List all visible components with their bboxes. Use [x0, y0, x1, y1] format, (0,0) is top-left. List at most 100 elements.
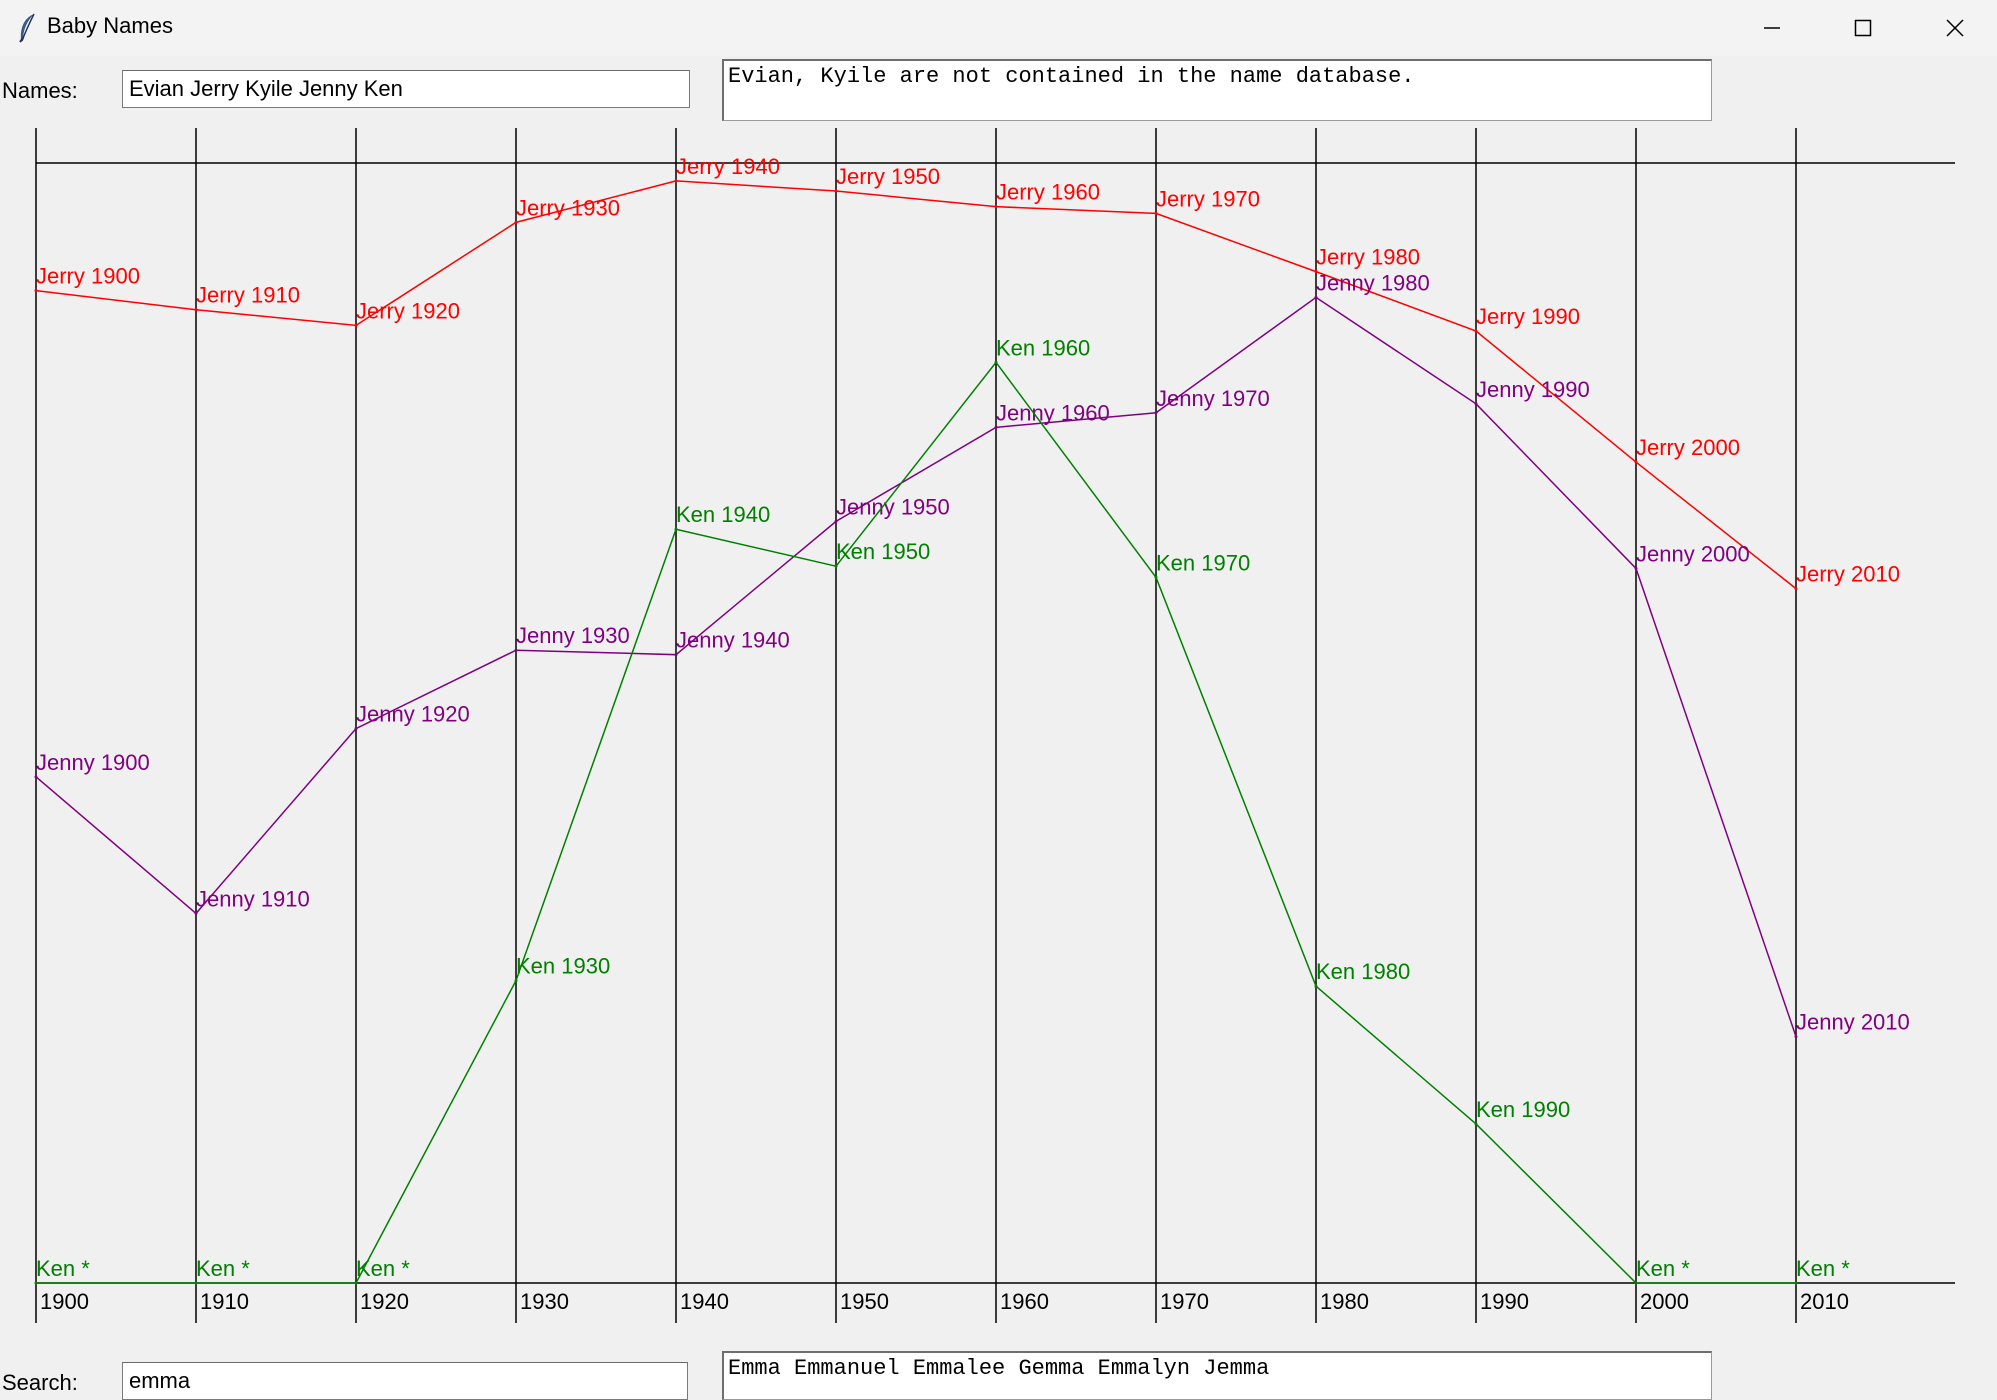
- data-label-jenny: Jenny 1950: [836, 494, 950, 519]
- data-point-ken: [1314, 984, 1318, 988]
- data-point-jerry: [1634, 460, 1638, 464]
- data-label-ken: Ken *: [1796, 1256, 1850, 1281]
- names-label: Names:: [2, 78, 78, 103]
- data-label-jenny: Jenny 1990: [1476, 377, 1590, 402]
- data-label-jerry: Jerry 1960: [996, 180, 1100, 205]
- x-tick-label: 1930: [520, 1289, 569, 1314]
- data-point-jerry: [1794, 587, 1798, 591]
- data-point-jerry: [354, 323, 358, 327]
- data-label-jenny: Jenny 1900: [36, 750, 150, 775]
- data-point-jerry: [194, 308, 198, 312]
- data-label-jerry: Jerry 1970: [1156, 186, 1260, 211]
- x-tick-label: 1900: [40, 1289, 89, 1314]
- minimize-icon: [1764, 27, 1780, 29]
- data-point-ken: [994, 360, 998, 364]
- x-tick-label: 1970: [1160, 1289, 1209, 1314]
- data-point-jerry: [674, 179, 678, 183]
- feather-icon: [19, 13, 35, 43]
- data-label-jerry: Jerry 1930: [516, 195, 620, 220]
- x-tick-label: 1910: [200, 1289, 249, 1314]
- data-label-jerry: Jerry 1940: [676, 154, 780, 179]
- x-tick-label: 1940: [680, 1289, 729, 1314]
- data-label-ken: Ken 1970: [1156, 550, 1250, 575]
- data-point-jenny: [674, 653, 678, 657]
- data-label-jenny: Jenny 1980: [1316, 270, 1430, 295]
- data-point-ken: [1794, 1281, 1798, 1285]
- data-label-ken: Ken 1930: [516, 954, 610, 979]
- data-point-ken: [834, 564, 838, 568]
- data-point-ken: [1634, 1281, 1638, 1285]
- maximize-button[interactable]: [1834, 0, 1892, 56]
- data-point-jenny: [194, 911, 198, 915]
- data-label-jenny: Jenny 2010: [1796, 1010, 1910, 1035]
- data-label-ken: Ken 1940: [676, 502, 770, 527]
- x-tick-label: 1960: [1000, 1289, 1049, 1314]
- maximize-icon: [1854, 19, 1872, 37]
- data-label-jenny: Jenny 1910: [196, 886, 310, 911]
- data-point-ken: [1474, 1122, 1478, 1126]
- data-label-jerry: Jerry 1950: [836, 164, 940, 189]
- data-label-ken: Ken *: [196, 1256, 250, 1281]
- x-tick-label: 2010: [1800, 1289, 1849, 1314]
- data-point-jenny: [994, 425, 998, 429]
- x-tick-label: 1920: [360, 1289, 409, 1314]
- names-message-box[interactable]: Evian, Kyile are not contained in the na…: [722, 59, 1712, 121]
- data-point-jerry: [514, 220, 518, 224]
- data-point-ken: [514, 979, 518, 983]
- data-point-jerry: [834, 189, 838, 193]
- search-input[interactable]: [122, 1362, 688, 1400]
- data-point-jenny: [834, 519, 838, 523]
- data-point-jenny: [1474, 402, 1478, 406]
- data-point-jenny: [1314, 295, 1318, 299]
- data-label-ken: Ken *: [356, 1256, 410, 1281]
- data-point-jerry: [1474, 329, 1478, 333]
- series-line-jenny: [35, 296, 1797, 1037]
- names-input[interactable]: [122, 70, 690, 108]
- name-ranking-chart: 1900 1910 1920 1930 1940 1950 1960 1970 1980 1990…: [34, 128, 1955, 1323]
- data-point-jenny: [34, 775, 38, 779]
- data-point-jerry: [994, 205, 998, 209]
- data-label-ken: Ken *: [1636, 1256, 1690, 1281]
- data-point-jerry: [1154, 211, 1158, 215]
- data-point-ken: [354, 1281, 358, 1285]
- x-tick-label: 1990: [1480, 1289, 1529, 1314]
- data-label-jenny: Jenny 1920: [356, 702, 470, 727]
- search-label: Search:: [2, 1370, 78, 1395]
- data-label-ken: Ken 1980: [1316, 959, 1410, 984]
- series-line-jerry: [35, 180, 1797, 590]
- series-line-ken: [36, 361, 1796, 1284]
- title-bar: Baby Names: [0, 0, 1997, 56]
- data-label-ken: Ken 1990: [1476, 1097, 1570, 1122]
- data-label-jerry: Jerry 1990: [1476, 304, 1580, 329]
- data-label-jerry: Jerry 2010: [1796, 562, 1900, 587]
- window-title: Baby Names: [47, 13, 173, 38]
- x-tick-label: 1980: [1320, 1289, 1369, 1314]
- search-results-box[interactable]: Emma Emmanuel Emmalee Gemma Emmalyn Jemm…: [722, 1351, 1712, 1400]
- data-point-ken: [1154, 575, 1158, 579]
- x-tick-label: 2000: [1640, 1289, 1689, 1314]
- data-label-jerry: Jerry 1910: [196, 283, 300, 308]
- data-label-jenny: Jenny 2000: [1636, 541, 1750, 566]
- data-label-jerry: Jerry 1920: [356, 298, 460, 323]
- close-button[interactable]: [1926, 0, 1984, 56]
- close-icon: [1946, 19, 1964, 37]
- data-label-ken: Ken 1950: [836, 539, 930, 564]
- data-label-jenny: Jenny 1930: [516, 623, 630, 648]
- data-label-jerry: Jerry 1900: [36, 264, 140, 289]
- data-point-jenny: [514, 648, 518, 652]
- data-point-jerry: [1314, 270, 1318, 274]
- data-label-ken: Ken *: [36, 1256, 90, 1281]
- x-tick-label: 1950: [840, 1289, 889, 1314]
- data-label-jenny: Jenny 1970: [1156, 386, 1270, 411]
- data-label-jenny: Jenny 1940: [676, 628, 790, 653]
- data-label-jerry: Jerry 2000: [1636, 435, 1740, 460]
- data-point-jerry: [34, 289, 38, 293]
- data-label-jenny: Jenny 1960: [996, 400, 1110, 425]
- data-point-ken: [194, 1281, 198, 1285]
- data-label-jerry: Jerry 1980: [1316, 245, 1420, 270]
- data-point-jenny: [354, 727, 358, 731]
- data-point-ken: [674, 527, 678, 531]
- data-point-jenny: [1794, 1035, 1798, 1039]
- data-point-jenny: [1154, 411, 1158, 415]
- minimize-button[interactable]: [1743, 0, 1801, 56]
